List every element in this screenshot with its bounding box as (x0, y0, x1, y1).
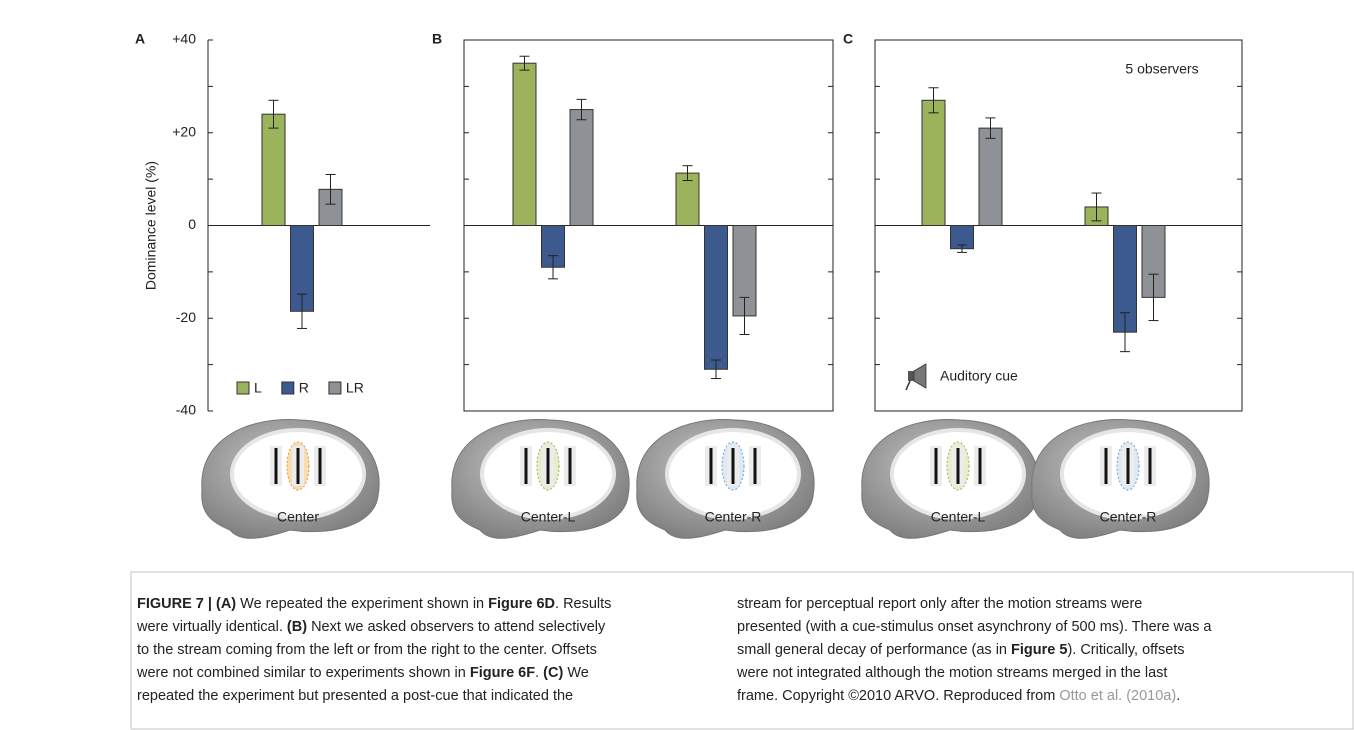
caption-line: small general decay of performance (as i… (737, 642, 1185, 658)
legend-swatch (236, 381, 250, 395)
y-tick-label: -40 (176, 402, 196, 418)
caption-text: Figure 6D (488, 596, 555, 612)
error-bar (682, 165, 693, 182)
error-bar (1120, 312, 1130, 353)
caption-line: frame. Copyright ©2010 ARVO. Reproduced … (737, 688, 1180, 704)
y-tick-label: 0 (188, 216, 196, 232)
legend-label: LR (346, 380, 364, 396)
condition-label: Center-L (931, 509, 986, 525)
bar (978, 127, 1003, 226)
caption-text: Figure 5 (1011, 642, 1067, 658)
bar (261, 113, 286, 226)
caption-link[interactable]: Otto et al. (2010a) (1059, 688, 1176, 704)
caption-line: stream for perceptual report only after … (737, 596, 1142, 612)
error-bar (325, 173, 336, 205)
caption-text: (B) (287, 619, 307, 635)
caption-text: were virtually identical. (136, 619, 287, 635)
brain-illustration (636, 419, 815, 539)
error-bar (576, 98, 587, 121)
caption-text: to the stream coming from the left or fr… (137, 642, 597, 658)
caption-text: . (535, 665, 543, 681)
caption-line: to the stream coming from the left or fr… (137, 642, 597, 658)
caption-text: FIGURE 7 | (A) (137, 596, 236, 612)
caption-line: FIGURE 7 | (A) We repeated the experimen… (137, 596, 611, 612)
speaker-icon (905, 363, 927, 391)
error-bar (1148, 273, 1159, 322)
caption-text: ). Critically, offsets (1067, 642, 1184, 658)
brain-illustration (201, 419, 380, 539)
caption-text: . Results (555, 596, 611, 612)
y-tick-label: +40 (172, 31, 196, 47)
caption-text: stream for perceptual report only after … (737, 596, 1142, 612)
caption-text: frame. Copyright ©2010 ARVO. Reproduced … (737, 688, 1059, 704)
error-bar (297, 293, 307, 329)
caption-line: were not integrated although the motion … (736, 665, 1167, 681)
condition-label: Center (277, 509, 319, 525)
caption-line: were not combined similar to experiments… (136, 665, 589, 681)
condition-label: Center-R (1100, 509, 1157, 525)
error-bar (957, 244, 967, 253)
brain-illustration (861, 419, 1040, 539)
caption-frame (130, 571, 1354, 730)
y-tick-label: -20 (176, 309, 196, 325)
caption-text: were not combined similar to experiments… (136, 665, 470, 681)
error-bar (711, 359, 721, 380)
error-bar (985, 117, 996, 139)
error-bar (1091, 192, 1102, 222)
caption-text: We repeated the experiment shown in (236, 596, 488, 612)
caption-text: Figure 6F (470, 665, 535, 681)
legend-swatch (281, 381, 295, 395)
y-tick-label: +20 (172, 123, 196, 139)
error-bar (519, 55, 530, 71)
condition-label: Center-L (521, 509, 576, 525)
caption-text: We (563, 665, 589, 681)
y-axis-label: Dominance level (%) (143, 161, 159, 290)
legend-swatch (328, 381, 342, 395)
caption-text: . (1176, 688, 1180, 704)
speaker-cone (913, 363, 927, 389)
legend-label: L (254, 380, 262, 396)
caption-line: presented (with a cue-stimulus onset asy… (737, 619, 1212, 635)
error-bar (928, 87, 939, 114)
annotation: 5 observers (1125, 61, 1198, 77)
error-bar (548, 255, 558, 280)
speaker-stand (905, 380, 911, 391)
caption-text: were not integrated although the motion … (736, 665, 1167, 681)
error-bar (739, 296, 750, 335)
bar (569, 109, 594, 226)
bar (512, 62, 537, 226)
legend-label: R (299, 380, 309, 396)
caption-text: Next we asked observers to attend select… (307, 619, 606, 635)
bar (704, 225, 728, 370)
caption-text: (C) (543, 665, 563, 681)
annotation: Auditory cue (940, 368, 1018, 384)
panel-letter: A (135, 31, 145, 47)
speaker-body (908, 371, 914, 381)
condition-label: Center-R (705, 509, 762, 525)
caption-line: were virtually identical. (B) Next we as… (136, 619, 606, 635)
error-bar (268, 99, 279, 129)
panel-letter: B (432, 31, 442, 47)
caption-text: small general decay of performance (as i… (737, 642, 1011, 658)
panel-letter: C (843, 31, 853, 47)
bar (921, 99, 946, 226)
caption-text: repeated the experiment but presented a … (137, 688, 573, 704)
caption-line: repeated the experiment but presented a … (137, 688, 573, 704)
brain-illustration (451, 419, 630, 539)
caption-text: presented (with a cue-stimulus onset asy… (737, 619, 1212, 635)
brain-illustration (1031, 419, 1210, 539)
